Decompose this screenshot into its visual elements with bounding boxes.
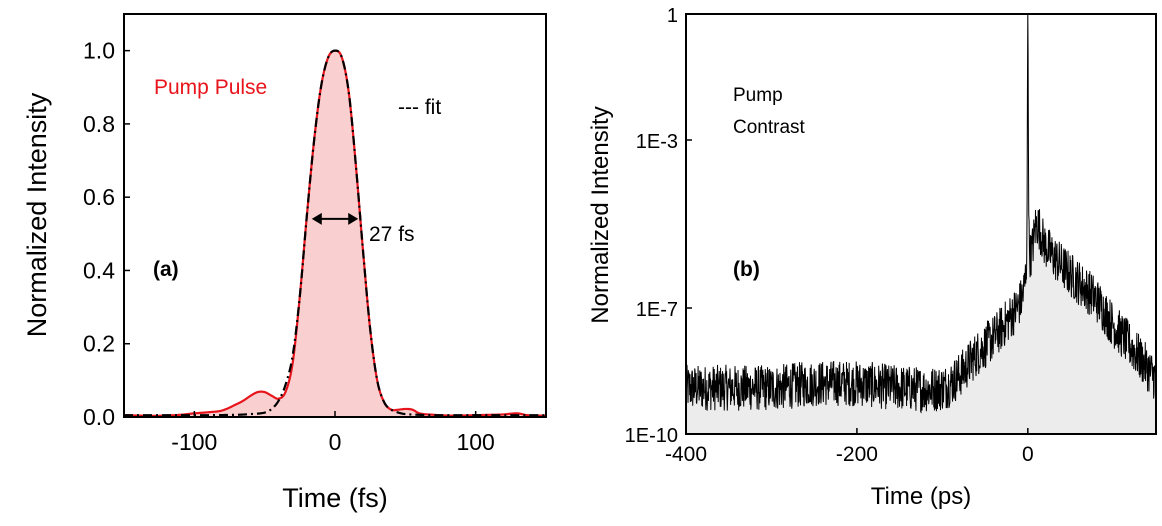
panel-a-ticks: -100 0 100 0.0 0.2 0.4 0.6 0.8 1.0 — [83, 38, 495, 455]
panel-b-label: (b) — [733, 258, 760, 281]
panel-b-pump-contrast: -400 -200 0 1E-10 1E-7 1E-3 1 Time (ps) Normal… — [587, 5, 1157, 510]
panel-a-y-tick-label: 0.2 — [83, 331, 115, 357]
panel-b-y-tick-label: 1E-3 — [636, 131, 678, 153]
panel-a-x-tick-label: 100 — [456, 429, 494, 455]
pump-contrast-fill-area — [686, 14, 1156, 434]
fwhm-arrow-head-left — [311, 212, 322, 225]
panel-a-pump-pulse: -100 0 100 0.0 0.2 0.4 0.6 0.8 1.0 Time (fs) Nor… — [22, 13, 547, 513]
panel-b-y-axis-title: Normalized Intensity — [587, 106, 614, 323]
pump-contrast-fill-layer — [686, 14, 1156, 434]
panel-a-y-axis-title: Normalized Intensity — [22, 92, 52, 337]
panel-a-y-tick-label: 0.0 — [83, 404, 115, 430]
panel-a-x-tick-label: -100 — [171, 429, 217, 455]
panel-a-x-tick-label: 0 — [329, 429, 342, 455]
panel-b-y-tick-label: 1E-10 — [625, 425, 678, 447]
panel-a-x-axis-title: Time (fs) — [282, 483, 387, 513]
fwhm-arrow-head-right — [348, 212, 359, 225]
panel-a-y-tick-label: 0.8 — [83, 111, 115, 137]
panel-b-x-tick-label: -400 — [665, 443, 707, 466]
fit-legend-label: --- fit — [398, 96, 441, 119]
panel-b-x-tick-label: -200 — [836, 443, 878, 466]
pump-pulse-fill-area — [124, 50, 546, 417]
pump-pulse-fill-layer — [124, 50, 546, 417]
pump-pulse-legend-label: Pump Pulse — [154, 76, 267, 99]
pump-contrast-lines-layer — [685, 13, 1157, 414]
panel-a-y-tick-label: 0.6 — [83, 184, 115, 210]
panel-a-y-tick-label: 0.4 — [83, 257, 115, 283]
fwhm-annotation — [311, 212, 359, 225]
panel-b-y-tick-label: 1E-7 — [636, 299, 678, 321]
panel-a-label: (a) — [153, 258, 179, 281]
panel-b-x-tick-label: 0 — [1022, 443, 1034, 466]
pump-contrast-legend-label: Pump Contrast — [733, 85, 806, 138]
fwhm-label: 27 fs — [369, 223, 415, 246]
panel-b-y-tick-label: 1 — [667, 5, 678, 27]
panel-b-plot-frame — [685, 13, 1157, 435]
panel-a-y-tick-label: 1.0 — [83, 38, 115, 64]
pump-contrast-legend-line-1: Pump — [733, 85, 783, 106]
pump-contrast-legend-line-2: Contrast — [733, 117, 806, 138]
panel-b-ticks: -400 -200 0 1E-10 1E-7 1E-3 1 — [625, 5, 1034, 466]
panel-b-x-axis-title: Time (ps) — [871, 483, 971, 510]
pump-contrast-line — [685, 13, 1157, 414]
